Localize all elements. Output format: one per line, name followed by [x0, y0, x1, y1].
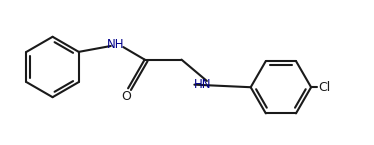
Text: HN: HN	[194, 78, 211, 91]
Text: Cl: Cl	[318, 81, 331, 94]
Text: NH: NH	[107, 38, 124, 51]
Text: O: O	[121, 90, 131, 103]
